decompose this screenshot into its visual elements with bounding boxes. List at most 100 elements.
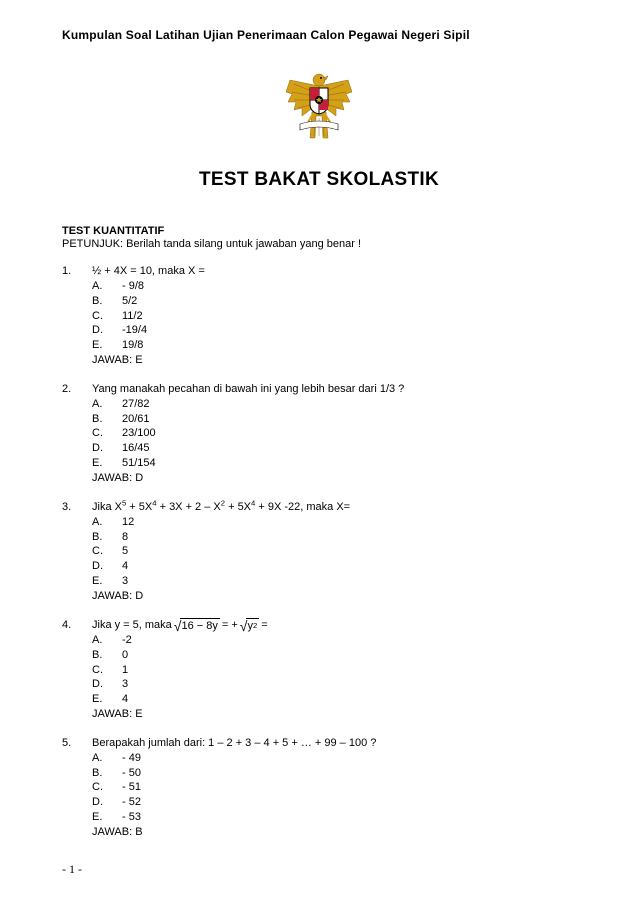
option-row: C.23/100 <box>92 426 576 441</box>
option-row: D.4 <box>92 559 576 574</box>
option-letter: E. <box>92 574 122 589</box>
option-text: 3 <box>122 677 128 692</box>
question-block: 1.½ + 4X = 10, maka X =A.- 9/8B.5/2C.11/… <box>62 264 576 368</box>
option-row: B.20/61 <box>92 412 576 427</box>
option-text: - 49 <box>122 751 141 766</box>
option-text: 27/82 <box>122 397 150 412</box>
option-letter: E. <box>92 692 122 707</box>
option-letter: C. <box>92 426 122 441</box>
option-text: 12 <box>122 515 134 530</box>
option-text: 19/8 <box>122 338 143 353</box>
option-row: A.12 <box>92 515 576 530</box>
question-block: 4.Jika y = 5, maka √16 − 8y = +√y2 =A.-2… <box>62 618 576 722</box>
option-letter: C. <box>92 309 122 324</box>
option-row: A.- 9/8 <box>92 279 576 294</box>
option-row: D.3 <box>92 677 576 692</box>
option-text: - 52 <box>122 795 141 810</box>
question-body: Jika X5 + 5X4 + 3X + 2 – X2 + 5X4 + 9X -… <box>92 500 576 604</box>
option-text: 3 <box>122 574 128 589</box>
option-row: B.8 <box>92 530 576 545</box>
option-letter: B. <box>92 412 122 427</box>
option-text: 8 <box>122 530 128 545</box>
option-letter: E. <box>92 456 122 471</box>
question-number: 3. <box>62 500 92 604</box>
option-letter: D. <box>92 323 122 338</box>
answer-text: JAWAB: E <box>92 353 576 368</box>
option-letter: C. <box>92 663 122 678</box>
question-text: Yang manakah pecahan di bawah ini yang l… <box>92 382 576 397</box>
option-text: 16/45 <box>122 441 150 456</box>
option-row: B.- 50 <box>92 766 576 781</box>
option-text: - 9/8 <box>122 279 144 294</box>
option-text: - 51 <box>122 780 141 795</box>
question-block: 5.Berapakah jumlah dari: 1 – 2 + 3 – 4 +… <box>62 736 576 840</box>
question-number: 4. <box>62 618 92 722</box>
question-body: ½ + 4X = 10, maka X =A.- 9/8B.5/2C.11/2D… <box>92 264 576 368</box>
option-text: 51/154 <box>122 456 156 471</box>
option-text: 11/2 <box>122 309 143 324</box>
instruction-text: PETUNJUK: Berilah tanda silang untuk jaw… <box>62 238 576 250</box>
option-row: D.16/45 <box>92 441 576 456</box>
option-text: 4 <box>122 559 128 574</box>
option-letter: C. <box>92 544 122 559</box>
option-letter: A. <box>92 515 122 530</box>
option-row: E.3 <box>92 574 576 589</box>
doc-header-title: Kumpulan Soal Latihan Ujian Penerimaan C… <box>62 28 576 42</box>
question-number: 2. <box>62 382 92 486</box>
option-text: 5 <box>122 544 128 559</box>
option-text: 1 <box>122 663 128 678</box>
question-text: Berapakah jumlah dari: 1 – 2 + 3 – 4 + 5… <box>92 736 576 751</box>
option-row: B.0 <box>92 648 576 663</box>
option-row: B.5/2 <box>92 294 576 309</box>
option-letter: D. <box>92 795 122 810</box>
option-letter: B. <box>92 294 122 309</box>
option-row: E.51/154 <box>92 456 576 471</box>
option-row: E.- 53 <box>92 810 576 825</box>
garuda-emblem-icon <box>280 68 358 155</box>
option-text: 4 <box>122 692 128 707</box>
option-row: C.- 51 <box>92 780 576 795</box>
question-text: Jika X5 + 5X4 + 3X + 2 – X2 + 5X4 + 9X -… <box>92 500 576 515</box>
page-number: - 1 - <box>62 862 82 877</box>
emblem-container <box>62 68 576 155</box>
question-number: 1. <box>62 264 92 368</box>
option-text: - 53 <box>122 810 141 825</box>
option-letter: B. <box>92 766 122 781</box>
option-letter: C. <box>92 780 122 795</box>
option-letter: B. <box>92 648 122 663</box>
question-body: Jika y = 5, maka √16 − 8y = +√y2 =A.-2B.… <box>92 618 576 722</box>
option-row: C.11/2 <box>92 309 576 324</box>
question-number: 5. <box>62 736 92 840</box>
option-letter: D. <box>92 441 122 456</box>
answer-text: JAWAB: D <box>92 589 576 604</box>
answer-text: JAWAB: D <box>92 471 576 486</box>
option-text: 20/61 <box>122 412 150 427</box>
option-text: -2 <box>122 633 132 648</box>
question-block: 3.Jika X5 + 5X4 + 3X + 2 – X2 + 5X4 + 9X… <box>62 500 576 604</box>
option-row: A.-2 <box>92 633 576 648</box>
question-body: Yang manakah pecahan di bawah ini yang l… <box>92 382 576 486</box>
option-text: 23/100 <box>122 426 156 441</box>
option-letter: E. <box>92 338 122 353</box>
option-row: A.- 49 <box>92 751 576 766</box>
answer-text: JAWAB: B <box>92 825 576 840</box>
option-letter: A. <box>92 397 122 412</box>
option-row: E.19/8 <box>92 338 576 353</box>
question-body: Berapakah jumlah dari: 1 – 2 + 3 – 4 + 5… <box>92 736 576 840</box>
option-text: 5/2 <box>122 294 137 309</box>
answer-text: JAWAB: E <box>92 707 576 722</box>
option-row: D.-19/4 <box>92 323 576 338</box>
section-title: TEST KUANTITATIF <box>62 225 576 237</box>
option-letter: A. <box>92 633 122 648</box>
option-row: E.4 <box>92 692 576 707</box>
question-block: 2.Yang manakah pecahan di bawah ini yang… <box>62 382 576 486</box>
option-text: - 50 <box>122 766 141 781</box>
option-row: C.1 <box>92 663 576 678</box>
option-row: A.27/82 <box>92 397 576 412</box>
option-row: D.- 52 <box>92 795 576 810</box>
question-text: Jika y = 5, maka √16 − 8y = +√y2 = <box>92 618 576 633</box>
option-letter: B. <box>92 530 122 545</box>
option-text: -19/4 <box>122 323 147 338</box>
option-letter: A. <box>92 751 122 766</box>
question-text: ½ + 4X = 10, maka X = <box>92 264 576 279</box>
